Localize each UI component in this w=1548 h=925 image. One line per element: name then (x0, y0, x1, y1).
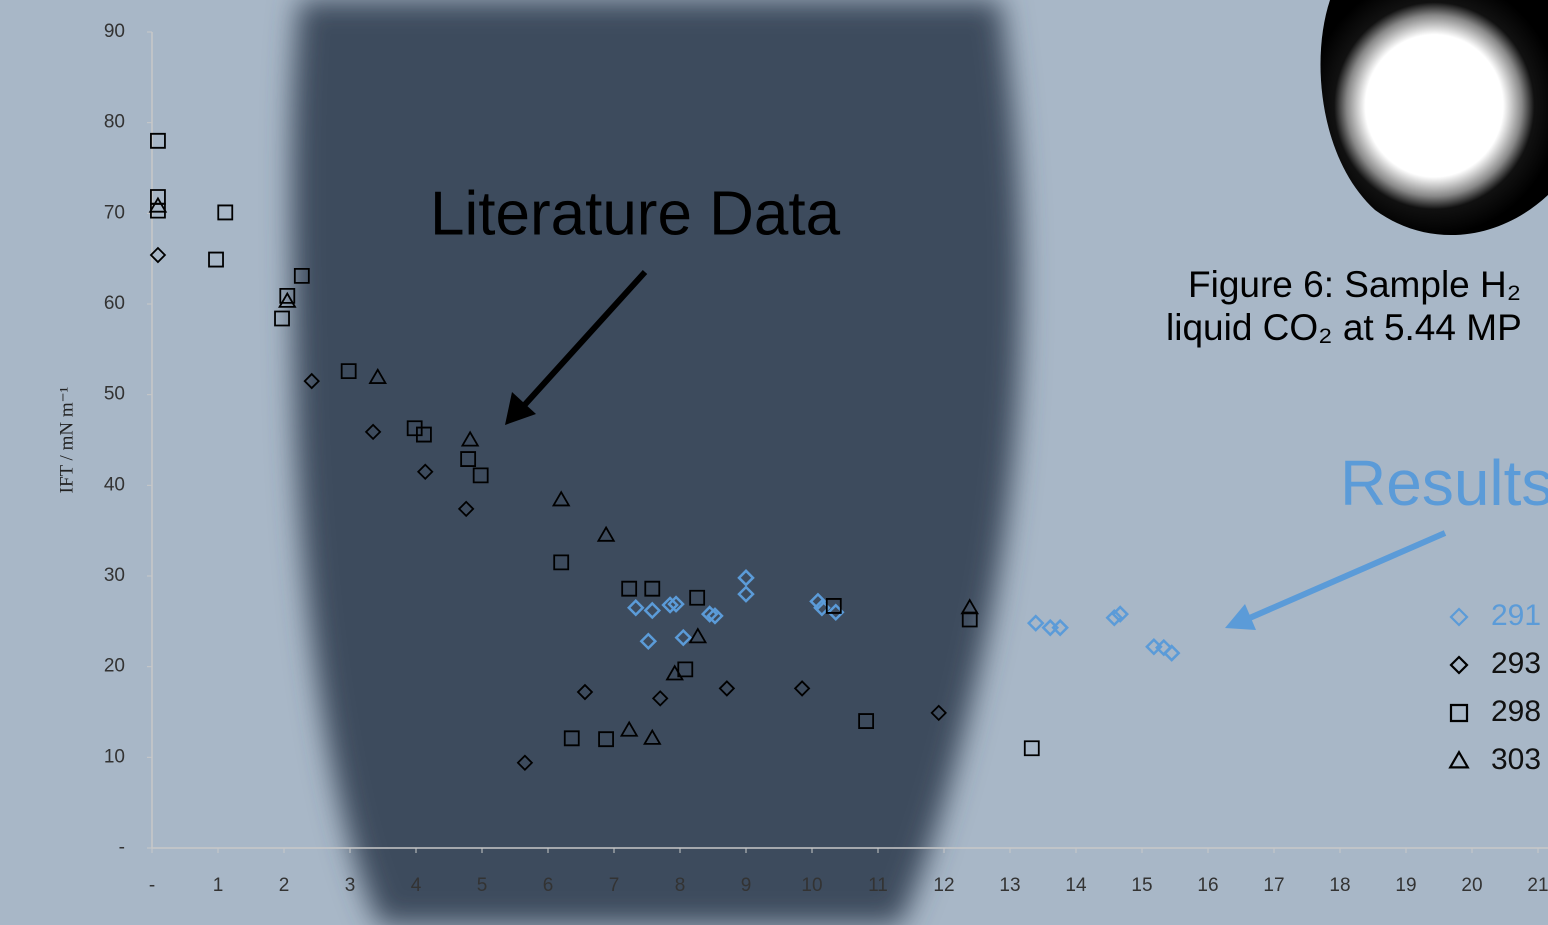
legend-label: 293 (1491, 647, 1541, 680)
page: IFT / mN m⁻¹ Literature Data Results Fig… (0, 0, 1548, 925)
y-tick-label: - (119, 837, 125, 858)
x-tick-label: 10 (801, 875, 822, 896)
x-tick-label: 19 (1395, 875, 1416, 896)
annotation: Results (1340, 447, 1548, 519)
annotation: Literature Data (430, 179, 841, 248)
x-tick-label: 9 (741, 875, 752, 896)
y-tick-label: 30 (104, 565, 125, 586)
x-tick-label: 14 (1065, 875, 1087, 896)
y-tick-label: 10 (104, 746, 125, 767)
caption: Figure 6: Sample H₂ (1188, 264, 1521, 305)
x-tick-label: 3 (345, 875, 356, 896)
legend-label: 291 (1491, 599, 1541, 632)
x-tick-label: 12 (933, 875, 954, 896)
y-tick-label: 40 (104, 474, 125, 495)
x-tick-label: 17 (1263, 875, 1284, 896)
legend-label: 298 (1491, 695, 1541, 728)
x-tick-label: 11 (868, 875, 888, 896)
x-tick-label: 6 (543, 875, 554, 896)
x-tick-label: 7 (609, 875, 620, 896)
dark-shape (292, 0, 1022, 925)
x-tick-label: 20 (1461, 875, 1482, 896)
y-tick-label: 80 (104, 112, 125, 133)
x-tick-label: - (149, 875, 155, 896)
x-tick-label: 2 (279, 875, 290, 896)
x-tick-label: 5 (477, 875, 488, 896)
x-tick-label: 21 (1527, 875, 1548, 896)
x-tick-label: 1 (213, 875, 224, 896)
y-tick-label: 60 (104, 293, 125, 314)
y-tick-label: 50 (104, 384, 125, 405)
x-tick-label: 15 (1131, 875, 1152, 896)
y-axis-label: IFT / mN m⁻¹ (56, 386, 77, 493)
x-tick-label: 18 (1329, 875, 1350, 896)
y-tick-label: 20 (104, 656, 125, 677)
x-tick-label: 13 (999, 875, 1020, 896)
chart: IFT / mN m⁻¹ Literature Data Results Fig… (0, 0, 1548, 925)
x-tick-label: 8 (675, 875, 686, 896)
legend-label: 303 (1491, 743, 1541, 776)
y-tick-label: 90 (104, 21, 125, 42)
x-tick-label: 16 (1197, 875, 1218, 896)
x-tick-label: 4 (411, 875, 422, 896)
y-tick-label: 70 (104, 202, 125, 223)
caption: liquid CO₂ at 5.44 MP (1166, 307, 1522, 348)
